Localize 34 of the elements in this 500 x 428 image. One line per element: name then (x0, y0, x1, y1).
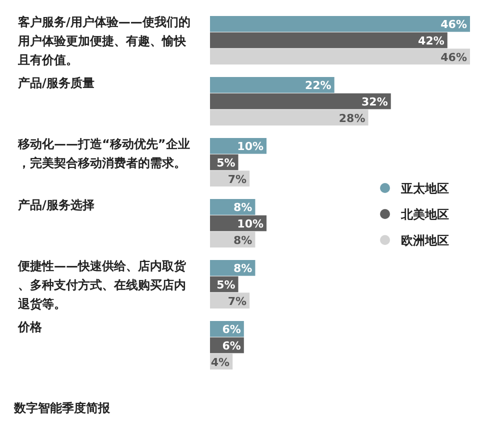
data-label: 8% (234, 234, 252, 247)
data-label: 46% (440, 18, 467, 32)
data-label: 42% (418, 34, 444, 48)
data-label: 22% (305, 79, 332, 92)
y-tick-label: 移动化——打造“移动优先”企业，完美契合移动消费者的需求。 (17, 137, 190, 170)
data-label: 4% (210, 356, 230, 369)
data-label: 10% (237, 218, 264, 230)
legend-label: 欧洲地区 (401, 234, 449, 248)
y-tick-label: 价格 (17, 320, 43, 334)
data-label: 6% (222, 340, 241, 352)
data-label: 6% (222, 323, 241, 336)
data-label: 28% (338, 112, 366, 125)
bar (210, 16, 470, 32)
data-label: 46% (440, 50, 467, 64)
data-label: 5% (216, 156, 236, 170)
legend-label: 亚太地区 (400, 182, 449, 196)
data-label: 8% (234, 201, 252, 214)
data-label: 10% (237, 140, 264, 154)
bar (210, 77, 334, 93)
y-tick-label: 便捷性——快速供给、店内取货、多种支付方式、在线购买店内退货等。 (17, 259, 187, 311)
y-tick-label: 产品/服务质量 (17, 76, 94, 90)
data-label: 7% (228, 172, 247, 186)
data-label: 5% (216, 278, 236, 292)
bar (210, 110, 368, 126)
y-tick-label: 客户服务/用户体验——使我们的用户体验更加便捷、有趣、愉快且有价值。 (17, 15, 190, 67)
legend-label: 北美地区 (400, 208, 449, 222)
bar (210, 48, 470, 64)
bar (210, 93, 391, 110)
data-label: 7% (228, 294, 247, 308)
data-label: 32% (362, 96, 388, 108)
y-tick-label: 产品/服务选择 (17, 198, 94, 212)
data-label: 8% (234, 262, 252, 276)
bar (210, 32, 448, 48)
text: 数字智能季度简报 (13, 401, 111, 415)
